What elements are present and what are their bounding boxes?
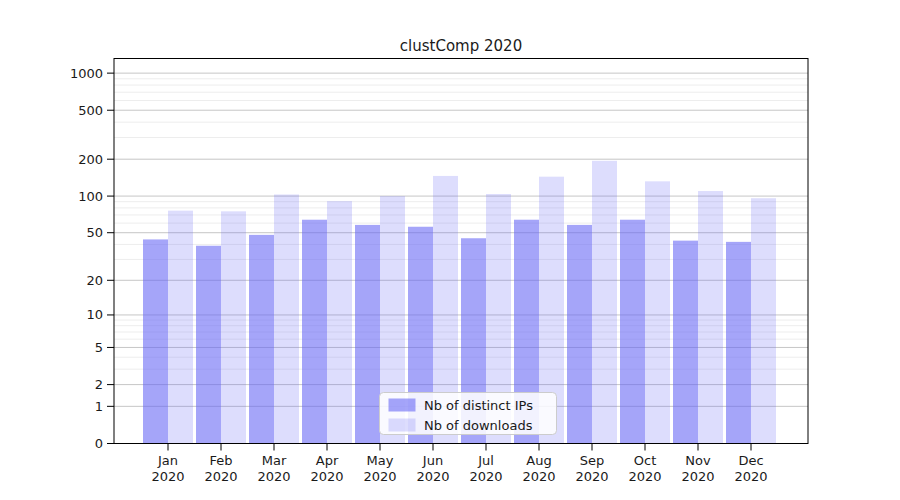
bar-chart: 0 1 2 5 10 20 50 100 200 500 1000 Jan2020 Feb2020 Ma… — [0, 0, 900, 500]
legend-label-distinct-ips: Nb of distinct IPs — [424, 398, 533, 413]
y-tick-label: 2 — [95, 377, 103, 392]
x-tick-label-may: May2020 — [363, 453, 396, 484]
x-tick-label-mar: Mar2020 — [257, 453, 290, 484]
x-tick-label-oct: Oct2020 — [628, 453, 661, 484]
figure: 0 1 2 5 10 20 50 100 200 500 1000 Jan2020 Feb2020 Ma… — [0, 0, 900, 500]
legend: Nb of distinct IPs Nb of downloads — [380, 393, 557, 435]
x-tick-label-feb: Feb2020 — [204, 453, 237, 484]
bar-downloads-apr — [327, 201, 352, 443]
bar-downloads-jan — [168, 211, 193, 444]
x-tick-label-dec: Dec2020 — [734, 453, 767, 484]
bar-downloads-oct — [645, 181, 670, 443]
y-tick-label: 1 — [95, 399, 103, 414]
bar-ips-mar — [249, 235, 274, 444]
bar-ips-nov — [673, 241, 698, 444]
bar-ips-apr — [302, 220, 327, 444]
y-tick-label: 50 — [86, 225, 103, 240]
bar-ips-feb — [196, 246, 221, 444]
legend-swatch-distinct-ips — [389, 399, 416, 412]
y-tick-label: 200 — [78, 152, 103, 167]
x-tick-label-jun: Jun2020 — [416, 453, 449, 484]
bar-downloads-dec — [751, 198, 776, 443]
y-tick-label: 100 — [78, 189, 103, 204]
bar-ips-dec — [726, 242, 751, 444]
x-tick-label-jan: Jan2020 — [151, 453, 184, 484]
bar-downloads-mar — [274, 195, 299, 444]
bar-ips-jan — [143, 239, 168, 443]
legend-label-downloads: Nb of downloads — [424, 418, 533, 433]
bar-downloads-feb — [221, 211, 246, 443]
x-tick-label-jul: Jul2020 — [469, 453, 502, 484]
y-tick-label: 500 — [78, 103, 103, 118]
bar-ips-sep — [567, 225, 592, 444]
y-tick-labels: 0 1 2 5 10 20 50 100 200 500 1000 — [70, 66, 103, 451]
y-tick-label: 1000 — [70, 66, 103, 81]
bar-ips-oct — [620, 220, 645, 444]
x-tick-label-aug: Aug2020 — [522, 453, 555, 484]
x-tick-label-sep: Sep2020 — [575, 453, 608, 484]
bar-ips-may — [355, 225, 380, 444]
y-tick-label: 0 — [95, 436, 103, 451]
x-tick-labels: Jan2020 Feb2020 Mar2020 Apr2020 May2020 Jun20… — [151, 453, 767, 484]
bar-downloads-nov — [698, 191, 723, 443]
x-tick-label-apr: Apr2020 — [310, 453, 343, 484]
y-tick-label: 20 — [86, 273, 103, 288]
legend-swatch-downloads — [389, 419, 416, 432]
y-tick-label: 5 — [95, 340, 103, 355]
chart-title: clustComp 2020 — [400, 37, 522, 55]
bar-downloads-sep — [592, 161, 617, 444]
y-tick-label: 10 — [86, 307, 103, 322]
x-tick-label-nov: Nov2020 — [681, 453, 714, 484]
